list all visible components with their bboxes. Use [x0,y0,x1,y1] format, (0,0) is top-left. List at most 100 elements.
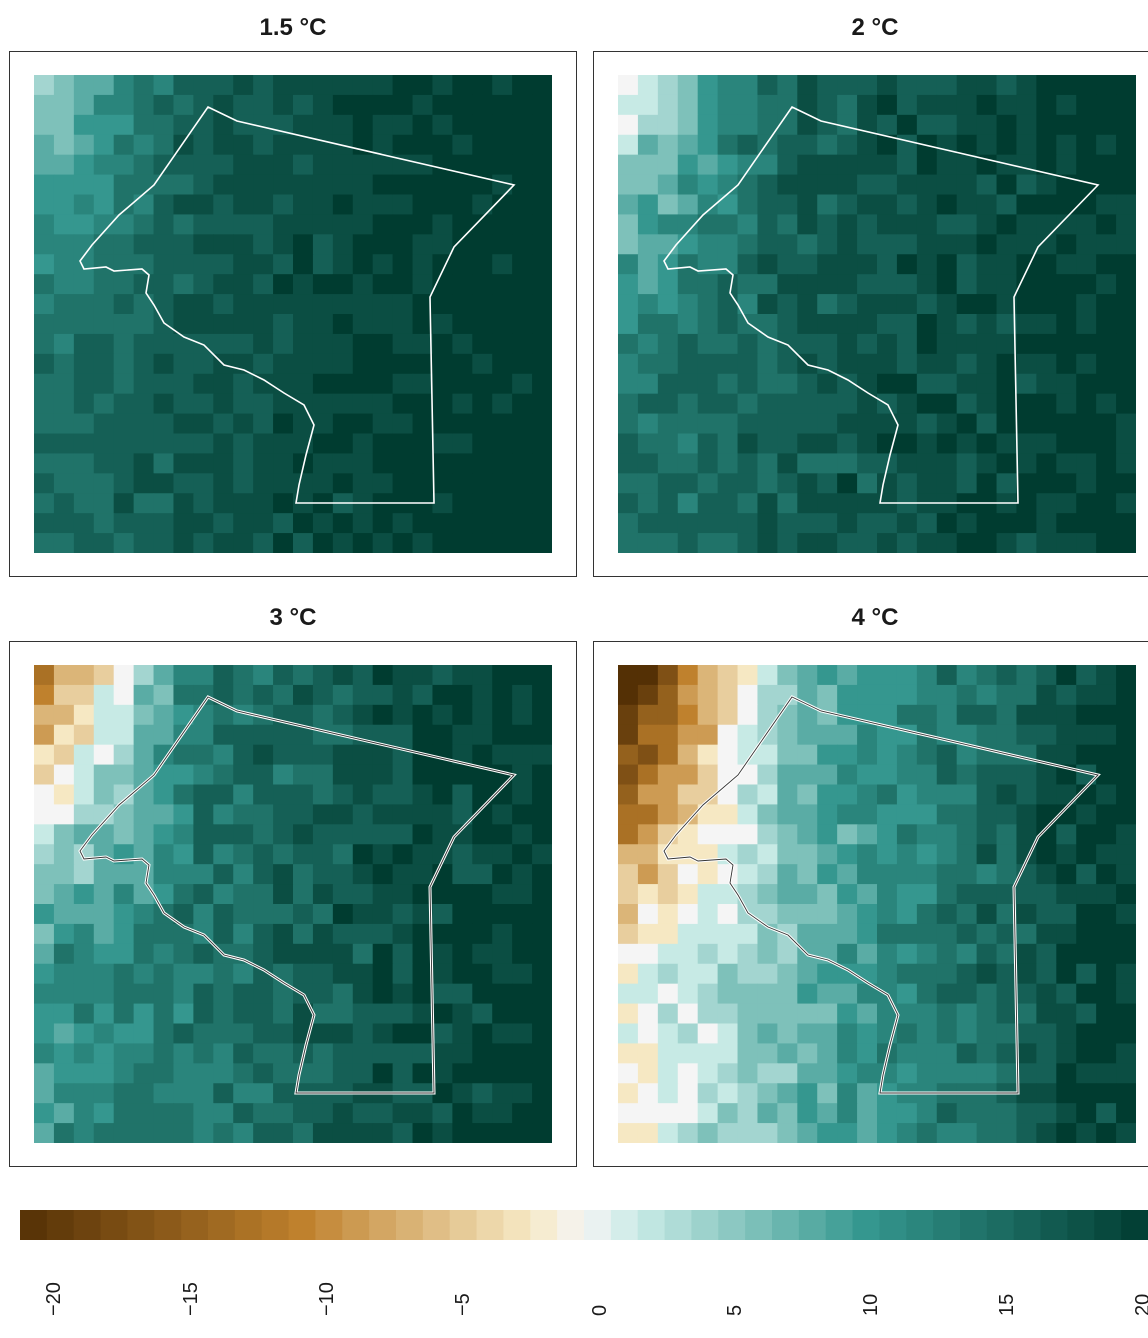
raster-cell [133,453,155,474]
raster-cell [372,254,394,275]
raster-cell [153,453,175,474]
raster-cell [697,824,719,845]
raster-cell [213,433,234,455]
raster-cell [452,533,473,553]
raster-cell [1076,353,1097,375]
raster-cell [837,294,858,315]
raster-cell [1096,1023,1117,1045]
raster-cell [896,1043,918,1064]
raster-cell [1116,1023,1136,1045]
raster-cell [797,114,818,136]
raster-cell [352,473,374,494]
raster-cell [153,983,175,1005]
raster-cell [332,684,354,706]
raster-cell [53,75,75,96]
raster-cell [737,844,759,865]
raster-cell [817,1063,838,1084]
raster-cell [1076,234,1097,255]
raster-map-3c [34,665,552,1143]
raster-cell [896,704,918,726]
raster-cell [1076,154,1097,176]
raster-cell [312,824,334,845]
raster-cell [73,493,95,514]
raster-cell [153,234,175,255]
raster-cell [936,884,958,905]
raster-cell [273,824,294,845]
raster-cell [857,154,878,176]
raster-cell [877,373,898,395]
raster-cell [936,824,958,845]
raster-cell [93,174,115,196]
raster-cell [877,665,898,686]
raster-cell [1056,1063,1077,1084]
raster-cell [472,844,493,865]
raster-cell [492,983,513,1005]
raster-cell [34,393,55,415]
raster-cell [213,493,234,514]
raster-cell [956,804,978,825]
raster-cell [173,1023,194,1045]
raster-cell [996,274,1018,295]
panel-title-1-5c: 1.5 °C [259,14,327,41]
raster-cell [492,704,513,726]
raster-cell [472,513,493,534]
raster-cell [53,1063,75,1084]
raster-cell [293,884,314,905]
raster-cell [53,824,75,845]
raster-cell [73,94,95,116]
raster-cell [1016,413,1037,435]
raster-cell [797,824,818,845]
raster-cell [273,904,294,925]
raster-cell [372,824,394,845]
raster-cell [916,1123,938,1143]
raster-cell [757,353,778,375]
raster-cell [916,433,938,455]
raster-cell [113,274,135,295]
raster-cell [896,844,918,865]
raster-cell [372,433,394,455]
legend-colorbar [20,1210,1148,1240]
raster-cell [697,1083,719,1104]
raster-cell [193,1083,214,1104]
raster-cell [113,864,135,885]
raster-cell [332,844,354,865]
raster-cell [93,214,115,235]
raster-cell [737,1043,759,1064]
raster-cell [1116,864,1136,885]
raster-cell [1116,764,1136,786]
raster-cell [837,274,858,295]
raster-cell [1076,75,1097,96]
raster-cell [1076,114,1097,136]
raster-cell [352,114,374,136]
raster-cell [1096,1043,1117,1064]
raster-cell [657,413,679,435]
raster-cell [916,413,938,435]
raster-cell [273,274,294,295]
raster-cell [837,314,858,335]
raster-cell [1116,333,1136,355]
legend-tick: 20 [1132,1293,1148,1316]
raster-cell [1036,393,1057,415]
raster-cell [777,1023,798,1045]
raster-cell [173,274,194,295]
raster-cell [757,274,778,295]
raster-cell [637,784,659,806]
raster-cell [432,704,453,726]
raster-cell [93,154,115,176]
raster-cell [492,943,513,965]
raster-cell [657,884,679,905]
raster-cell [273,1063,294,1084]
raster-cell [113,963,135,985]
raster-cell [532,533,552,553]
raster-cell [512,864,533,885]
raster-cell [697,473,719,494]
raster-cell [956,1043,978,1064]
raster-cell [1036,684,1057,706]
raster-cell [677,1083,699,1104]
raster-cell [956,373,978,395]
raster-cell [392,234,414,255]
raster-cell [1116,353,1136,375]
raster-cell [273,254,294,275]
raster-cell [1056,724,1077,746]
raster-cell [677,684,699,706]
